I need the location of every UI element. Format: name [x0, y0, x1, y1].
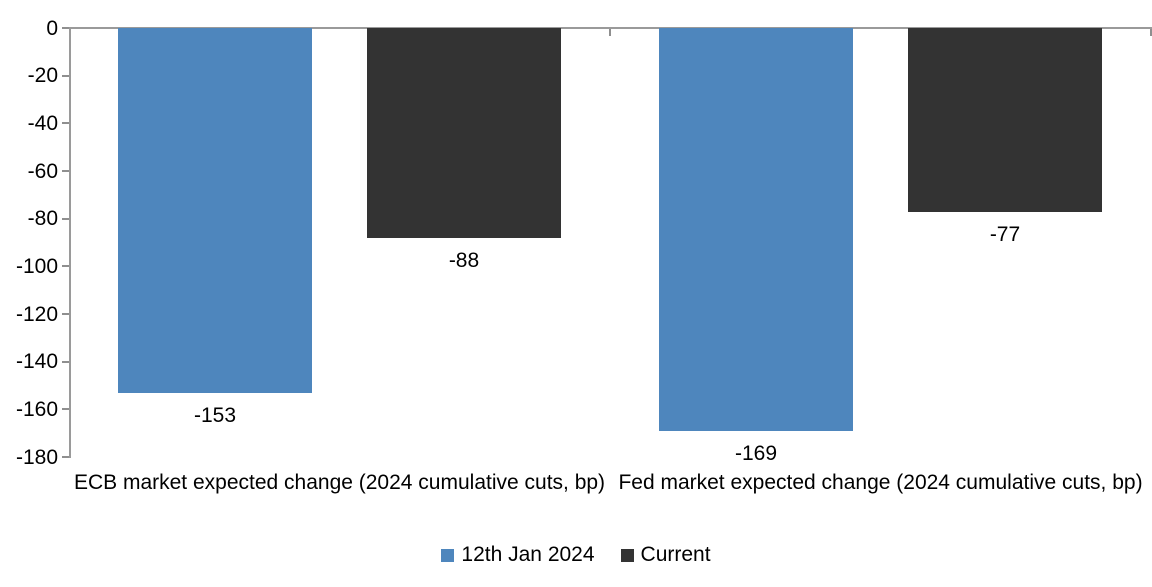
y-tick-label: 0 — [46, 16, 58, 40]
y-tick-mark — [62, 74, 69, 77]
bar-fed-series-1 — [908, 28, 1102, 212]
x-tick-mark — [1150, 29, 1152, 36]
y-tick-mark — [62, 360, 69, 363]
legend-label: 12th Jan 2024 — [461, 543, 595, 566]
legend: 12th Jan 2024 Current — [0, 542, 1152, 568]
y-axis-line — [69, 27, 71, 458]
category-label-fed: Fed market expected change (2024 cumulat… — [618, 471, 1143, 494]
y-tick-label: -20 — [27, 64, 58, 88]
x-tick-mark — [609, 29, 611, 36]
y-tick-label: -160 — [15, 397, 58, 421]
y-tick-mark — [62, 265, 69, 268]
y-tick-label: -100 — [15, 254, 58, 278]
y-tick-label: -60 — [27, 159, 58, 183]
legend-item-1: Current — [620, 543, 711, 566]
legend-label: Current — [640, 543, 711, 566]
y-tick-label: -140 — [15, 350, 58, 374]
bar-value-label: -153 — [193, 403, 237, 427]
category-label-ecb: ECB market expected change (2024 cumulat… — [73, 471, 606, 494]
bar-value-label: -169 — [734, 441, 778, 465]
y-tick-label: -80 — [27, 207, 58, 231]
bar-ecb-series-1 — [367, 28, 561, 238]
y-tick-mark — [62, 456, 69, 458]
bar-fed-series-0 — [659, 28, 853, 431]
y-tick-mark — [62, 122, 69, 125]
bar-value-label: -88 — [448, 248, 480, 272]
y-tick-mark — [62, 217, 69, 220]
y-tick-mark — [62, 27, 69, 29]
y-tick-label: -40 — [27, 111, 58, 135]
bar-ecb-series-0 — [118, 28, 312, 393]
bar-value-label: -77 — [989, 222, 1021, 246]
x-axis-line — [69, 27, 1152, 29]
legend-item-0: 12th Jan 2024 — [441, 543, 595, 566]
y-tick-label: -180 — [15, 445, 58, 469]
y-tick-mark — [62, 408, 69, 411]
y-tick-mark — [62, 313, 69, 315]
y-tick-mark — [62, 170, 69, 172]
legend-swatch-icon — [620, 548, 634, 562]
legend-swatch-icon — [441, 548, 455, 562]
y-tick-label: -120 — [15, 302, 58, 326]
